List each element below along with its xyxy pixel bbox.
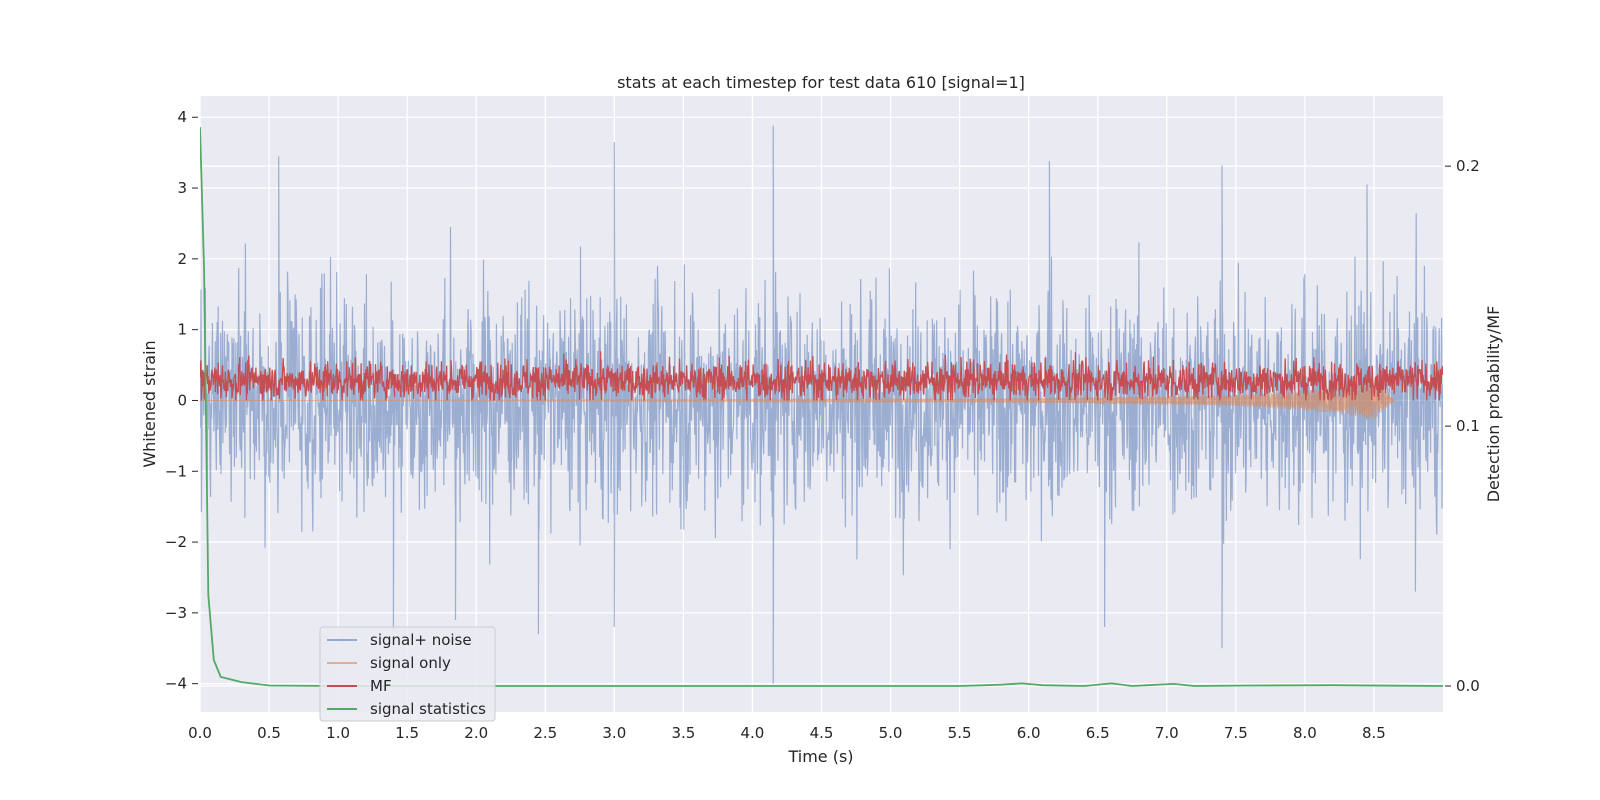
- legend-label-signal: signal only: [370, 654, 451, 672]
- y-axis-label: Whitened strain: [140, 340, 159, 467]
- y2-axis-label: Detection probability/MF: [1484, 306, 1503, 503]
- x-tick-label: 3.0: [602, 724, 626, 742]
- y-tick-label: 2: [177, 250, 187, 268]
- y-tick-label: −4: [165, 675, 187, 693]
- series-signal-plus-noise: [200, 125, 1443, 684]
- x-tick-label: 7.0: [1155, 724, 1179, 742]
- x-axis-label: Time (s): [787, 747, 853, 766]
- x-tick-label: 2.5: [533, 724, 557, 742]
- x-tick-label: 2.0: [464, 724, 488, 742]
- y-tick-label: −3: [165, 604, 187, 622]
- x-tick-label: 8.5: [1362, 724, 1386, 742]
- y-tick-label: 3: [177, 179, 187, 197]
- series-signal-only: [200, 381, 1395, 420]
- x-tick-label: 3.5: [671, 724, 695, 742]
- x-tick-label: 4.0: [741, 724, 765, 742]
- legend-box: [319, 626, 496, 722]
- series-signal-statistics: [200, 127, 1443, 687]
- y2-tick-label: 0.2: [1456, 157, 1480, 175]
- x-tick-label: 7.5: [1224, 724, 1248, 742]
- x-tick-label: 0.5: [257, 724, 281, 742]
- y-tick-label: 0: [177, 391, 187, 409]
- x-tick-label: 1.5: [395, 724, 419, 742]
- x-tick-label: 4.5: [810, 724, 834, 742]
- series-mf: [200, 351, 1443, 401]
- x-tick-label: 6.0: [1017, 724, 1041, 742]
- y-tick-label: −1: [165, 462, 187, 480]
- ticks: 0.0 0.5 1.0 1.5 2.0 2.5 3.0 3.5 4.0 4.5 5.0 5.5 6.0 6…: [165, 108, 1480, 742]
- x-tick-label: 5.5: [948, 724, 972, 742]
- legend-label-noise: signal+ noise: [370, 631, 472, 649]
- x-tick-label: 1.0: [326, 724, 350, 742]
- legend: signal+ noise signal only MF signal stat…: [319, 626, 496, 722]
- y2-tick-label: 0.0: [1456, 677, 1480, 695]
- x-tick-label: 5.0: [879, 724, 903, 742]
- chart-title: stats at each timestep for test data 610…: [617, 73, 1025, 92]
- x-tick-label: 0.0: [188, 724, 212, 742]
- y2-tick-label: 0.1: [1456, 417, 1480, 435]
- series-layer: [200, 125, 1443, 687]
- y-tick-label: −2: [165, 533, 187, 551]
- y-tick-label: 1: [177, 321, 187, 339]
- legend-label-stat: signal statistics: [370, 700, 486, 718]
- x-tick-label: 8.0: [1293, 724, 1317, 742]
- legend-label-mf: MF: [370, 677, 392, 695]
- x-tick-label: 6.5: [1086, 724, 1110, 742]
- y-tick-label: 4: [177, 108, 187, 126]
